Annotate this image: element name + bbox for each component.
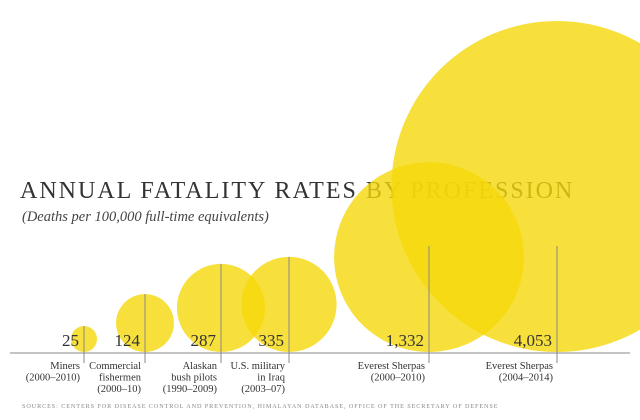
category-label-2: fishermen bbox=[99, 373, 142, 384]
category-label-6: Everest Sherpas bbox=[486, 361, 553, 372]
value-label-3: 287 bbox=[191, 331, 217, 350]
category-label-1: (2000–2010) bbox=[26, 373, 81, 384]
value-label-5: 1,332 bbox=[386, 331, 424, 350]
category-label-3: Alaskan bbox=[183, 361, 218, 372]
category-label-4: (2003–07) bbox=[241, 384, 285, 395]
category-label-4: U.S. military bbox=[230, 361, 285, 372]
category-label-5: (2000–2010) bbox=[371, 373, 426, 384]
category-label-4: in Iraq bbox=[257, 373, 285, 384]
source-note: SOURCES: CENTERS FOR DISEASE CONTROL AND… bbox=[22, 403, 499, 410]
category-label-1: Miners bbox=[50, 361, 80, 372]
category-label-2: (2000–10) bbox=[97, 384, 141, 395]
value-label-6: 4,053 bbox=[514, 331, 552, 350]
value-label-4: 335 bbox=[259, 331, 285, 350]
category-label-5: Everest Sherpas bbox=[358, 361, 425, 372]
category-label-3: (1990–2009) bbox=[163, 384, 218, 395]
value-label-1: 25 bbox=[62, 331, 79, 350]
value-label-2: 124 bbox=[115, 331, 141, 350]
chart-subtitle: (Deaths per 100,000 full-time equivalent… bbox=[22, 209, 269, 225]
category-label-3: bush pilots bbox=[171, 373, 217, 384]
category-label-2: Commercial bbox=[89, 361, 141, 372]
category-label-6: (2004–2014) bbox=[499, 373, 554, 384]
